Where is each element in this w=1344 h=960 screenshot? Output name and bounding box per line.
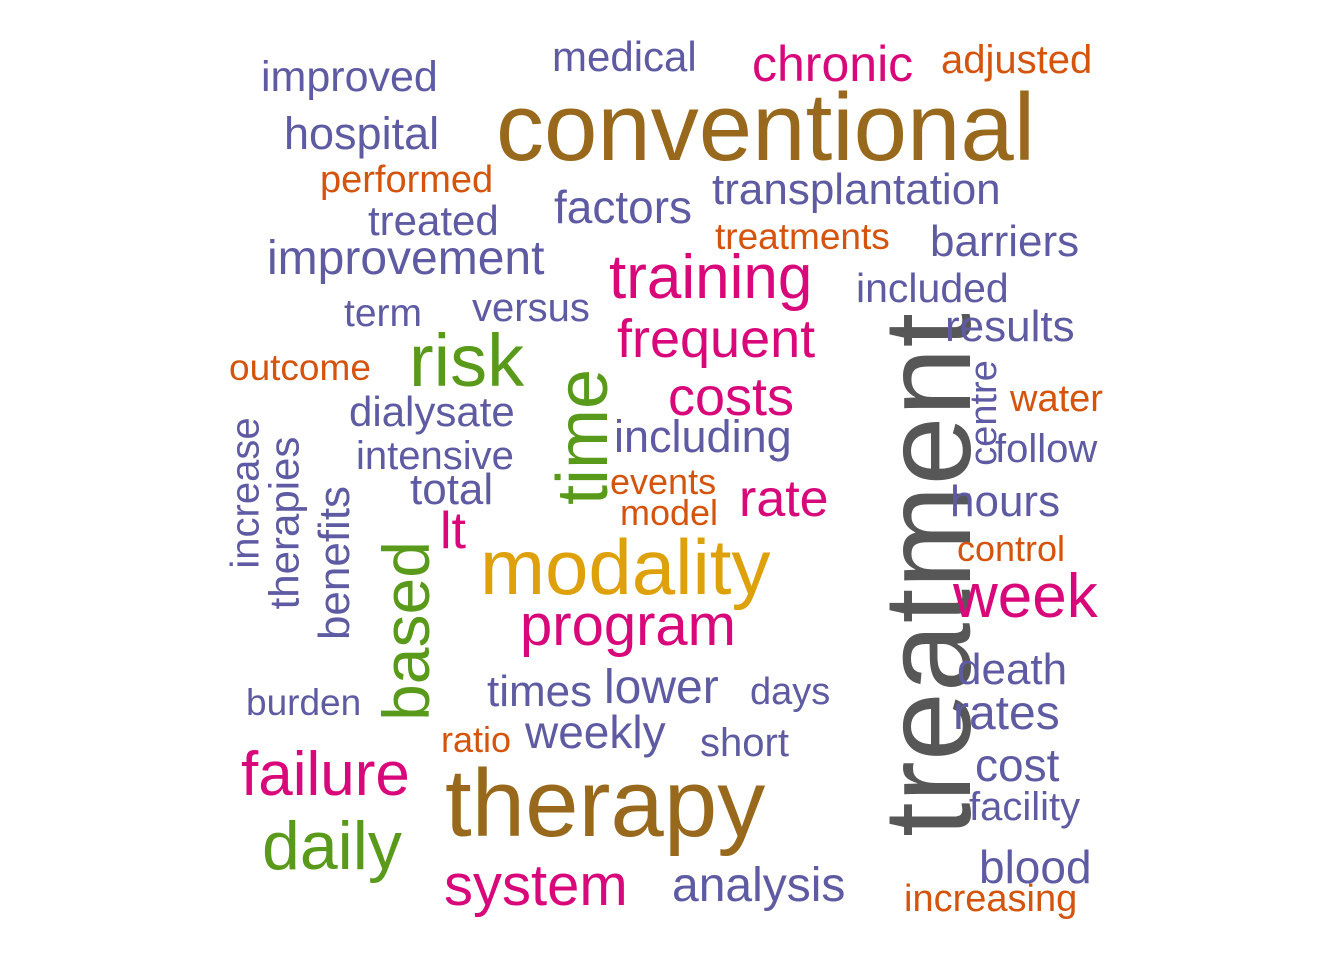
word-weekly: weekly xyxy=(525,706,666,758)
word-transplantation: transplantation xyxy=(712,165,1001,214)
word-rate: rate xyxy=(739,470,829,528)
word-performed: performed xyxy=(320,159,494,201)
word-improved: improved xyxy=(261,53,438,101)
word-events: events xyxy=(610,461,717,502)
word-system: system xyxy=(444,853,628,918)
word-chronic: chronic xyxy=(752,36,914,92)
word-failure: failure xyxy=(241,740,410,809)
word-days: days xyxy=(750,671,831,713)
word-results: results xyxy=(945,302,1075,351)
word-modality: modality xyxy=(480,523,771,611)
word-included: included xyxy=(856,265,1009,311)
word-intensive: intensive xyxy=(356,434,514,478)
word-cost: cost xyxy=(975,739,1060,791)
word-therapies: therapies xyxy=(260,436,308,610)
word-time: time xyxy=(543,368,624,506)
word-total: total xyxy=(410,465,494,514)
word-based: based xyxy=(368,541,443,721)
word-including: including xyxy=(614,411,792,462)
word-factors: factors xyxy=(554,181,693,233)
word-follow: follow xyxy=(995,427,1098,471)
word-term: term xyxy=(344,292,422,335)
word-adjusted: adjusted xyxy=(941,38,1093,82)
word-versus: versus xyxy=(472,286,590,330)
word-control: control xyxy=(957,528,1066,569)
word-costs: costs xyxy=(668,367,795,427)
word-rates: rates xyxy=(953,687,1060,740)
word-burden: burden xyxy=(246,682,362,723)
word-benefits: benefits xyxy=(310,485,360,641)
word-daily: daily xyxy=(262,808,402,884)
word-frequent: frequent xyxy=(617,309,816,369)
word-ratio: ratio xyxy=(441,719,512,760)
word-conventional: conventional xyxy=(496,74,1036,181)
word-hours: hours xyxy=(950,477,1061,526)
word-improvement: improvement xyxy=(267,232,545,285)
word-model: model xyxy=(620,492,719,533)
word-treated: treated xyxy=(368,197,499,244)
word-program: program xyxy=(520,593,736,658)
word-week: week xyxy=(953,562,1098,631)
word-outcome: outcome xyxy=(229,347,371,388)
word-therapy: therapy xyxy=(445,750,766,857)
word-medical: medical xyxy=(552,33,697,80)
word-analysis: analysis xyxy=(672,859,846,912)
word-lower: lower xyxy=(604,661,719,714)
word-risk: risk xyxy=(409,319,525,402)
word-blood: blood xyxy=(979,841,1092,893)
word-death: death xyxy=(957,645,1068,694)
word-barriers: barriers xyxy=(930,217,1080,266)
word-times: times xyxy=(487,667,593,716)
word-facility: facility xyxy=(969,785,1081,829)
word-hospital: hospital xyxy=(284,108,440,159)
word-lt: lt xyxy=(440,502,466,560)
word-water: water xyxy=(1010,378,1103,420)
word-short: short xyxy=(700,721,789,765)
word-dialysate: dialysate xyxy=(349,388,515,435)
word-increasing: increasing xyxy=(904,878,1078,920)
word-training: training xyxy=(609,243,813,312)
word-treatments: treatments xyxy=(715,216,890,257)
